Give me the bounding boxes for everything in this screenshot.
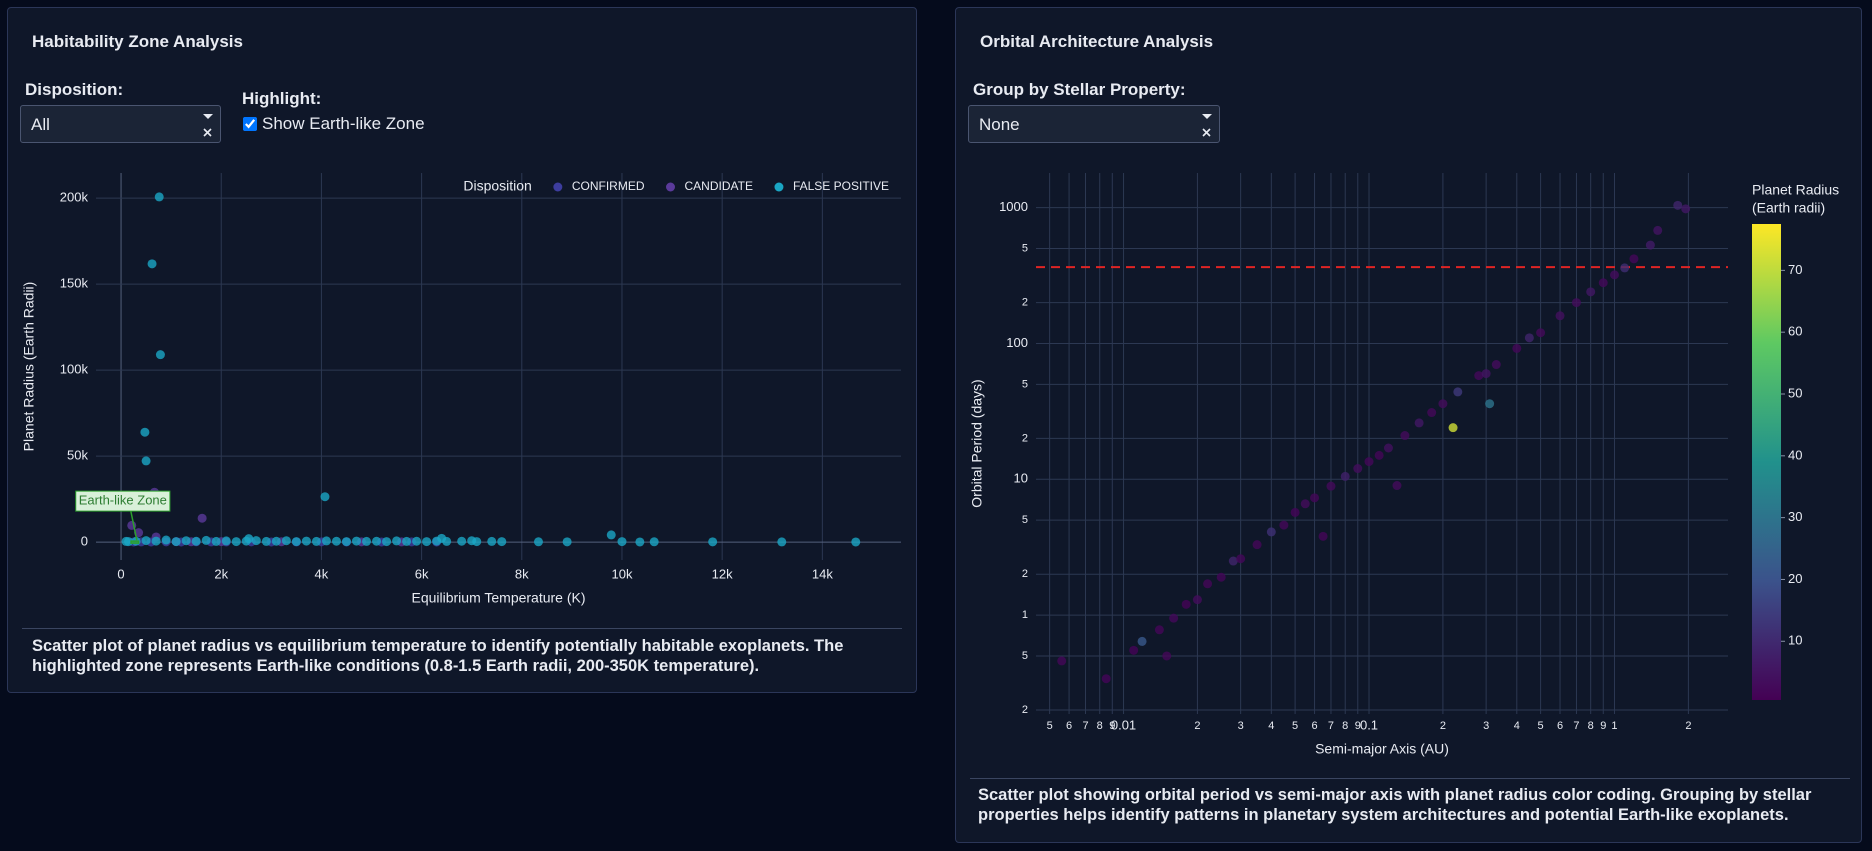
dropdown-value: All bbox=[31, 115, 50, 134]
dropdown-icons bbox=[1202, 114, 1212, 137]
separator bbox=[970, 778, 1850, 779]
checkbox[interactable] bbox=[243, 117, 257, 131]
caption: Scatter plot showing orbital period vs s… bbox=[978, 786, 1812, 824]
caption: Scatter plot of planet radius vs equilib… bbox=[32, 637, 844, 675]
dropdown-value: None bbox=[979, 115, 1020, 134]
checkbox-label: Show Earth-like Zone bbox=[262, 114, 425, 133]
separator bbox=[22, 628, 902, 629]
dropdown[interactable]: All bbox=[20, 105, 221, 143]
checkbox-row[interactable]: Show Earth-like Zone bbox=[243, 114, 425, 134]
dropdown[interactable]: None bbox=[968, 105, 1220, 143]
control-label: Disposition: bbox=[25, 80, 124, 99]
control-label: Highlight: bbox=[242, 89, 322, 108]
panel-title: Orbital Architecture Analysis bbox=[980, 32, 1214, 51]
dropdown-icons bbox=[203, 114, 213, 137]
panel bbox=[955, 7, 1862, 843]
panel-title: Habitability Zone Analysis bbox=[32, 32, 243, 51]
control-label: Group by Stellar Property: bbox=[973, 80, 1186, 99]
